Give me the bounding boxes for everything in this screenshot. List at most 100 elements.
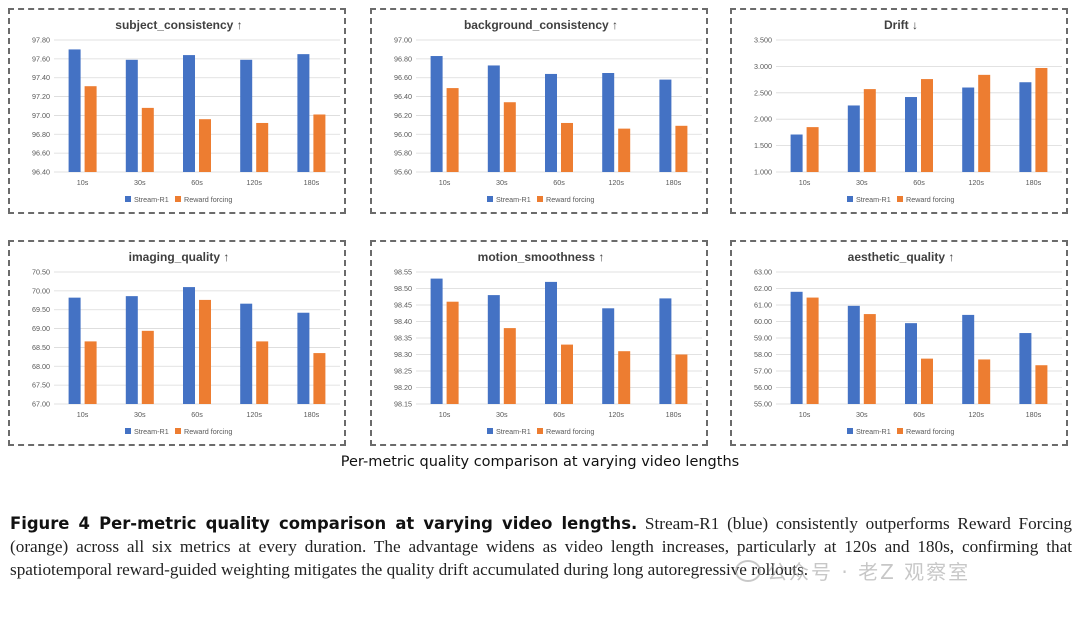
bar-stream-r1 bbox=[905, 323, 917, 404]
y-tick-label: 62.00 bbox=[754, 284, 772, 293]
bar-reward-forcing bbox=[675, 354, 688, 404]
bar-stream-r1 bbox=[1019, 333, 1032, 404]
x-tick-label: 10s bbox=[77, 178, 89, 187]
bar-reward-forcing bbox=[503, 102, 516, 172]
x-tick-label: 30s bbox=[134, 410, 146, 419]
bar-stream-r1 bbox=[545, 281, 557, 404]
x-tick-label: 10s bbox=[439, 410, 451, 419]
x-tick-label: 30s bbox=[134, 178, 146, 187]
legend-swatch-stream-r1 bbox=[847, 196, 853, 202]
y-tick-label: 95.80 bbox=[394, 149, 412, 158]
chart-panel-0: subject_consistency ↑ 97.80 97.60 97.40 97.2… bbox=[8, 8, 346, 214]
y-tick-label: 98.15 bbox=[394, 400, 412, 409]
chart-svg: motion_smoothness ↑ 98.55 98.50 98.45 98.40 9… bbox=[394, 250, 702, 436]
y-tick-label: 59.00 bbox=[754, 334, 772, 343]
y-tick-label: 98.20 bbox=[394, 383, 412, 392]
y-tick-label: 95.60 bbox=[394, 168, 412, 177]
y-tick-label: 98.55 bbox=[394, 268, 412, 277]
bar-stream-r1 bbox=[847, 305, 860, 404]
bar-reward-forcing bbox=[921, 79, 933, 172]
y-tick-label: 69.50 bbox=[32, 305, 50, 314]
y-tick-label: 98.50 bbox=[394, 284, 412, 293]
chart-panel-2: Drift ↓ 3.500 3.000 2.500 2.000 1.500 1.000 10s… bbox=[730, 8, 1068, 214]
chart-title: Drift ↓ bbox=[884, 18, 918, 32]
legend-label-reward-forcing: Reward forcing bbox=[906, 195, 954, 204]
y-tick-label: 2.500 bbox=[754, 88, 772, 97]
x-tick-label: 120s bbox=[968, 178, 984, 187]
legend-label-stream-r1: Stream-R1 bbox=[496, 427, 531, 436]
x-tick-label: 180s bbox=[1026, 410, 1042, 419]
y-tick-label: 97.60 bbox=[32, 54, 50, 63]
y-tick-label: 97.20 bbox=[32, 92, 50, 101]
y-tick-label: 1.000 bbox=[754, 168, 772, 177]
x-tick-label: 10s bbox=[799, 178, 811, 187]
y-tick-label: 96.80 bbox=[32, 130, 50, 139]
x-tick-label: 10s bbox=[799, 410, 811, 419]
bar-stream-r1 bbox=[240, 59, 253, 172]
x-tick-label: 120s bbox=[968, 410, 984, 419]
bar-reward-forcing bbox=[141, 107, 154, 172]
y-tick-label: 3.500 bbox=[754, 36, 772, 45]
x-tick-label: 30s bbox=[856, 178, 868, 187]
bar-reward-forcing bbox=[618, 128, 631, 172]
y-tick-label: 97.80 bbox=[32, 36, 50, 45]
bar-stream-r1 bbox=[487, 65, 500, 172]
x-tick-label: 60s bbox=[913, 410, 925, 419]
chart-svg: subject_consistency ↑ 97.80 97.60 97.40 97.2… bbox=[32, 18, 340, 204]
y-tick-label: 98.25 bbox=[394, 367, 412, 376]
bar-reward-forcing bbox=[256, 122, 269, 172]
y-tick-label: 61.00 bbox=[754, 301, 772, 310]
bar-reward-forcing bbox=[561, 122, 573, 172]
chart-panel-1: background_consistency ↑ 97.00 96.80 96.60 9… bbox=[370, 8, 708, 214]
bar-reward-forcing bbox=[199, 299, 211, 404]
chart-svg: background_consistency ↑ 97.00 96.80 96.60 9… bbox=[394, 18, 702, 204]
legend-label-stream-r1: Stream-R1 bbox=[856, 195, 891, 204]
bar-stream-r1 bbox=[297, 54, 310, 173]
legend-swatch-stream-r1 bbox=[125, 428, 131, 434]
legend-label-reward-forcing: Reward forcing bbox=[546, 427, 594, 436]
bar-reward-forcing bbox=[561, 344, 573, 404]
bar-stream-r1 bbox=[659, 298, 672, 404]
x-tick-label: 120s bbox=[246, 410, 262, 419]
x-tick-label: 180s bbox=[304, 178, 320, 187]
y-tick-label: 57.00 bbox=[754, 367, 772, 376]
bar-reward-forcing bbox=[921, 358, 933, 404]
bar-stream-r1 bbox=[659, 79, 672, 172]
legend-label-stream-r1: Stream-R1 bbox=[496, 195, 531, 204]
x-tick-label: 120s bbox=[246, 178, 262, 187]
bar-reward-forcing bbox=[978, 359, 991, 404]
legend-label-stream-r1: Stream-R1 bbox=[134, 427, 169, 436]
x-tick-label: 60s bbox=[553, 410, 565, 419]
bar-reward-forcing bbox=[863, 314, 876, 404]
legend-swatch-reward-forcing bbox=[897, 196, 903, 202]
legend-label-stream-r1: Stream-R1 bbox=[134, 195, 169, 204]
bar-reward-forcing bbox=[313, 114, 326, 172]
bar-reward-forcing bbox=[84, 341, 97, 404]
y-tick-label: 68.00 bbox=[32, 362, 50, 371]
chart-title: background_consistency ↑ bbox=[464, 18, 618, 32]
chart-title: imaging_quality ↑ bbox=[129, 250, 230, 264]
x-tick-label: 180s bbox=[666, 178, 682, 187]
bar-reward-forcing bbox=[199, 119, 211, 172]
bar-stream-r1 bbox=[430, 278, 443, 404]
x-tick-label: 180s bbox=[1026, 178, 1042, 187]
y-tick-label: 96.40 bbox=[394, 92, 412, 101]
x-tick-label: 120s bbox=[608, 178, 624, 187]
x-tick-label: 60s bbox=[191, 178, 203, 187]
x-tick-label: 120s bbox=[608, 410, 624, 419]
legend-label-reward-forcing: Reward forcing bbox=[184, 195, 232, 204]
bar-reward-forcing bbox=[446, 301, 459, 404]
bar-stream-r1 bbox=[602, 308, 615, 404]
bar-stream-r1 bbox=[68, 297, 81, 404]
y-tick-label: 68.50 bbox=[32, 343, 50, 352]
y-tick-label: 96.00 bbox=[394, 130, 412, 139]
y-tick-label: 96.40 bbox=[32, 168, 50, 177]
y-tick-label: 67.50 bbox=[32, 381, 50, 390]
bar-stream-r1 bbox=[847, 105, 860, 172]
y-tick-label: 96.60 bbox=[32, 149, 50, 158]
watermark-text: 公众号 · 老Z 观察室 bbox=[767, 560, 971, 584]
bar-reward-forcing bbox=[863, 89, 876, 172]
chart-svg: aesthetic_quality ↑ 63.00 62.00 61.00 60.00 5… bbox=[754, 250, 1062, 436]
caption-body: Stream-R1 (blue) consistently outperform… bbox=[10, 514, 1072, 580]
chart-title: aesthetic_quality ↑ bbox=[848, 250, 955, 264]
